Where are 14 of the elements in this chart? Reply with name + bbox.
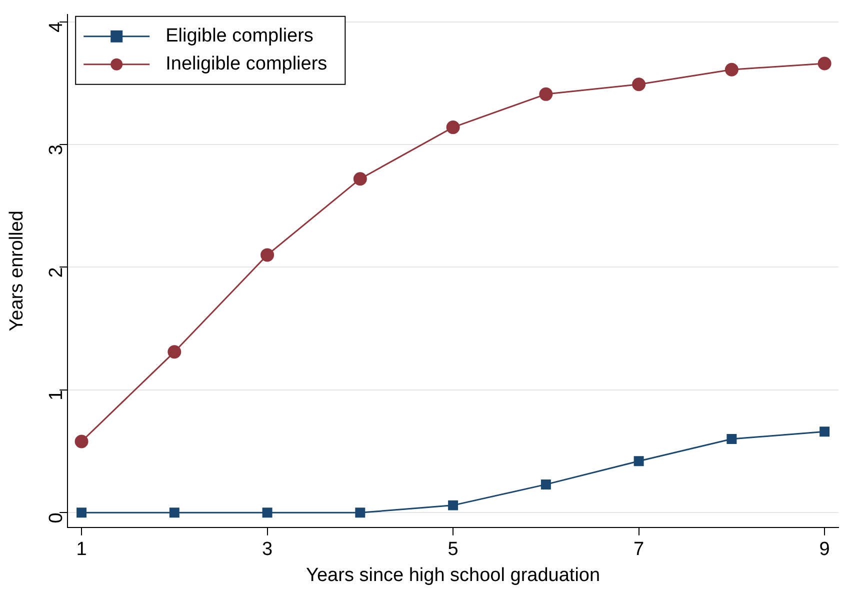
legend-label: Eligible compliers — [166, 26, 314, 47]
x-tick-label: 1 — [76, 539, 87, 560]
x-tick-label: 3 — [262, 539, 273, 560]
x-tick-label: 9 — [819, 539, 830, 560]
legend-label: Ineligible compliers — [166, 54, 328, 75]
x-axis-title: Years since high school graduation — [306, 564, 600, 586]
y-tick-label: 1 — [46, 390, 67, 401]
y-tick-label: 3 — [46, 144, 67, 156]
y-tick-label: 0 — [46, 512, 67, 524]
y-tick-label: 2 — [46, 267, 67, 278]
x-tick-label: 7 — [634, 539, 644, 560]
x-tick-label: 5 — [448, 539, 458, 560]
y-tick-label: 4 — [46, 21, 67, 32]
y-axis-title: Years enrolled — [6, 210, 28, 332]
